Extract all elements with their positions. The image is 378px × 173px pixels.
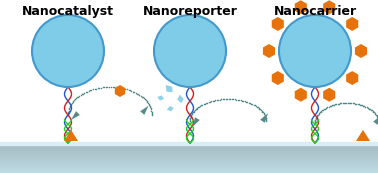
Bar [0,162,378,163]
Polygon shape [140,106,149,115]
Polygon shape [263,44,275,58]
Polygon shape [323,88,335,102]
Text: Nanocarrier: Nanocarrier [273,5,356,18]
Bar [0,142,378,145]
Polygon shape [157,95,164,101]
Bar [0,163,378,164]
Text: Nanocatalyst: Nanocatalyst [22,5,114,18]
Polygon shape [260,113,268,123]
Polygon shape [167,106,174,111]
Bar [0,171,378,172]
Polygon shape [115,85,125,97]
Polygon shape [64,130,78,141]
Bar [0,156,378,157]
Bar [0,149,378,150]
Ellipse shape [154,15,226,87]
Bar [0,159,378,160]
Bar [0,143,378,144]
Bar [0,146,378,147]
Bar [0,172,378,173]
Bar [0,160,378,161]
Ellipse shape [32,15,104,87]
Polygon shape [71,111,80,120]
Polygon shape [323,0,335,14]
Bar [0,158,378,159]
Polygon shape [346,17,358,31]
Polygon shape [346,71,358,85]
Bar [0,170,378,171]
Polygon shape [177,95,184,103]
Bar [0,169,378,170]
Bar [0,166,378,167]
Bar [0,153,378,154]
Polygon shape [295,0,307,14]
Polygon shape [373,115,378,125]
Polygon shape [272,17,284,31]
Polygon shape [272,71,284,85]
Text: Nanoreporter: Nanoreporter [143,5,237,18]
Bar [0,168,378,169]
Bar [0,161,378,162]
Bar [0,155,378,156]
Bar [0,165,378,166]
Bar [0,164,378,165]
Bar [0,147,378,148]
Bar [0,152,378,153]
Bar [0,0,378,143]
Bar [0,148,378,149]
Bar [0,145,378,146]
Polygon shape [356,130,370,141]
Bar [0,150,378,151]
Polygon shape [295,88,307,102]
Ellipse shape [279,15,351,87]
Bar [0,151,378,152]
Bar [0,154,378,155]
Polygon shape [192,117,200,127]
Bar [0,144,378,145]
Bar [0,157,378,158]
Polygon shape [355,44,367,58]
Polygon shape [166,85,173,92]
Bar [0,167,378,168]
